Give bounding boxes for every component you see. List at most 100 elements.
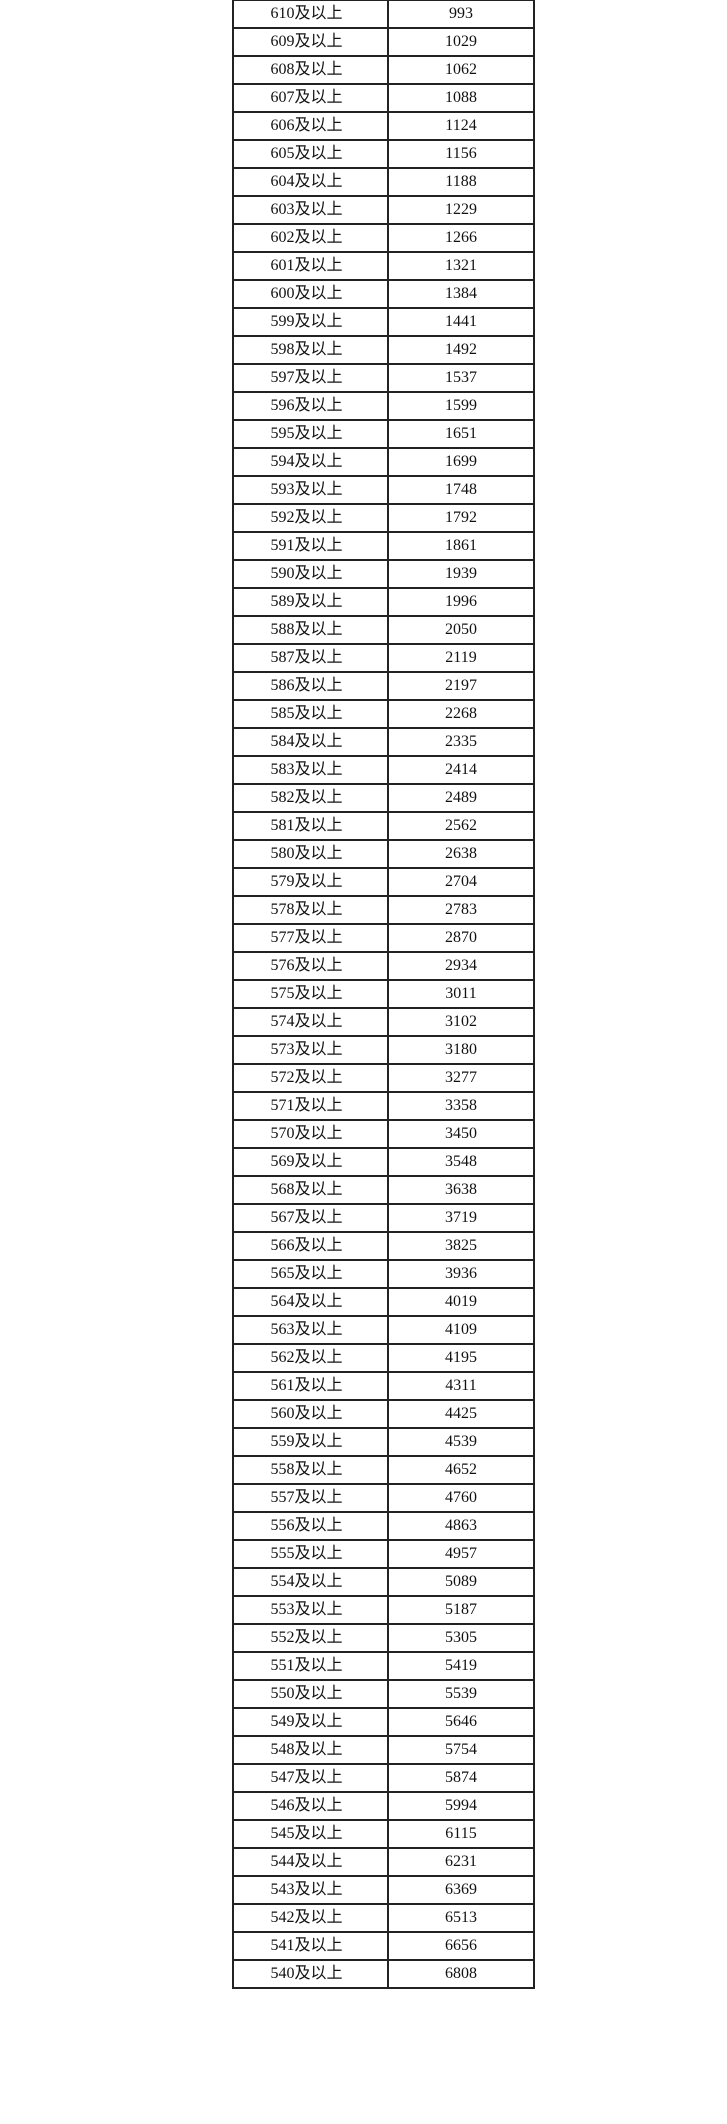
score-cell: 606及以上: [232, 111, 389, 141]
table-row: 589及以上 1996: [232, 587, 535, 617]
score-cell: 546及以上: [232, 1791, 389, 1821]
table-row: 569及以上 3548: [232, 1147, 535, 1177]
table-row: 603及以上 1229: [232, 195, 535, 225]
score-cell: 552及以上: [232, 1623, 389, 1653]
score-cell: 569及以上: [232, 1147, 389, 1177]
score-cell: 557及以上: [232, 1483, 389, 1513]
table-row: 571及以上 3358: [232, 1091, 535, 1121]
score-cell: 570及以上: [232, 1119, 389, 1149]
count-cell: 4425: [387, 1399, 535, 1429]
table-row: 577及以上 2870: [232, 923, 535, 953]
table-row: 566及以上 3825: [232, 1231, 535, 1261]
score-cell: 609及以上: [232, 27, 389, 57]
count-cell: 2638: [387, 839, 535, 869]
table-row: 580及以上 2638: [232, 839, 535, 869]
count-cell: 3450: [387, 1119, 535, 1149]
count-cell: 2870: [387, 923, 535, 953]
count-cell: 6115: [387, 1819, 535, 1849]
table-row: 568及以上 3638: [232, 1175, 535, 1205]
count-cell: 4957: [387, 1539, 535, 1569]
table-row: 559及以上 4539: [232, 1427, 535, 1457]
table-row: 553及以上 5187: [232, 1595, 535, 1625]
score-cell: 555及以上: [232, 1539, 389, 1569]
table-row: 554及以上 5089: [232, 1567, 535, 1597]
score-cell: 580及以上: [232, 839, 389, 869]
count-cell: 1321: [387, 251, 535, 281]
score-cell: 566及以上: [232, 1231, 389, 1261]
score-cell: 592及以上: [232, 503, 389, 533]
table-row: 549及以上 5646: [232, 1707, 535, 1737]
count-cell: 1156: [387, 139, 535, 169]
count-cell: 1062: [387, 55, 535, 85]
table-row: 597及以上 1537: [232, 363, 535, 393]
score-cell: 583及以上: [232, 755, 389, 785]
table-row: 542及以上 6513: [232, 1903, 535, 1933]
score-cell: 582及以上: [232, 783, 389, 813]
table-row: 575及以上 3011: [232, 979, 535, 1009]
count-cell: 5874: [387, 1763, 535, 1793]
score-cell: 561及以上: [232, 1371, 389, 1401]
score-cell: 564及以上: [232, 1287, 389, 1317]
count-cell: 4539: [387, 1427, 535, 1457]
count-cell: 2414: [387, 755, 535, 785]
table-row: 605及以上 1156: [232, 139, 535, 169]
table-row: 540及以上 6808: [232, 1959, 535, 1989]
count-cell: 5539: [387, 1679, 535, 1709]
score-cell: 553及以上: [232, 1595, 389, 1625]
count-cell: 2197: [387, 671, 535, 701]
count-cell: 2119: [387, 643, 535, 673]
score-cell: 574及以上: [232, 1007, 389, 1037]
score-cell: 541及以上: [232, 1931, 389, 1961]
count-cell: 6369: [387, 1875, 535, 1905]
table-row: 608及以上 1062: [232, 55, 535, 85]
table-row: 585及以上 2268: [232, 699, 535, 729]
score-cell: 595及以上: [232, 419, 389, 449]
count-cell: 5089: [387, 1567, 535, 1597]
count-cell: 2562: [387, 811, 535, 841]
table-row: 563及以上 4109: [232, 1315, 535, 1345]
score-cell: 581及以上: [232, 811, 389, 841]
table-row: 586及以上 2197: [232, 671, 535, 701]
table-row: 565及以上 3936: [232, 1259, 535, 1289]
score-cell: 608及以上: [232, 55, 389, 85]
score-cell: 601及以上: [232, 251, 389, 281]
table-row: 579及以上 2704: [232, 867, 535, 897]
table-row: 541及以上 6656: [232, 1931, 535, 1961]
table-row: 556及以上 4863: [232, 1511, 535, 1541]
score-cell: 568及以上: [232, 1175, 389, 1205]
count-cell: 6808: [387, 1959, 535, 1989]
score-cell: 542及以上: [232, 1903, 389, 1933]
score-cell: 596及以上: [232, 391, 389, 421]
table-row: 584及以上 2335: [232, 727, 535, 757]
count-cell: 5187: [387, 1595, 535, 1625]
score-cell: 550及以上: [232, 1679, 389, 1709]
count-cell: 5305: [387, 1623, 535, 1653]
count-cell: 2934: [387, 951, 535, 981]
count-cell: 6656: [387, 1931, 535, 1961]
table-row: 599及以上 1441: [232, 307, 535, 337]
score-cell: 585及以上: [232, 699, 389, 729]
score-cell: 610及以上: [232, 0, 389, 29]
score-cell: 558及以上: [232, 1455, 389, 1485]
table-row: 587及以上 2119: [232, 643, 535, 673]
score-cell: 591及以上: [232, 531, 389, 561]
score-cell: 547及以上: [232, 1763, 389, 1793]
score-cell: 540及以上: [232, 1959, 389, 1989]
count-cell: 1599: [387, 391, 535, 421]
count-cell: 1861: [387, 531, 535, 561]
count-cell: 1939: [387, 559, 535, 589]
table-body: 610及以上 993 609及以上 1029 608及以上 1062 607及以上 1088 6…: [232, 0, 535, 1989]
score-cell: 602及以上: [232, 223, 389, 253]
count-cell: 3719: [387, 1203, 535, 1233]
count-cell: 1124: [387, 111, 535, 141]
score-cell: 579及以上: [232, 867, 389, 897]
table-row: 561及以上 4311: [232, 1371, 535, 1401]
count-cell: 1029: [387, 27, 535, 57]
score-cell: 572及以上: [232, 1063, 389, 1093]
score-cell: 573及以上: [232, 1035, 389, 1065]
count-cell: 4109: [387, 1315, 535, 1345]
count-cell: 2489: [387, 783, 535, 813]
count-cell: 3102: [387, 1007, 535, 1037]
count-cell: 1441: [387, 307, 535, 337]
score-cell: 597及以上: [232, 363, 389, 393]
